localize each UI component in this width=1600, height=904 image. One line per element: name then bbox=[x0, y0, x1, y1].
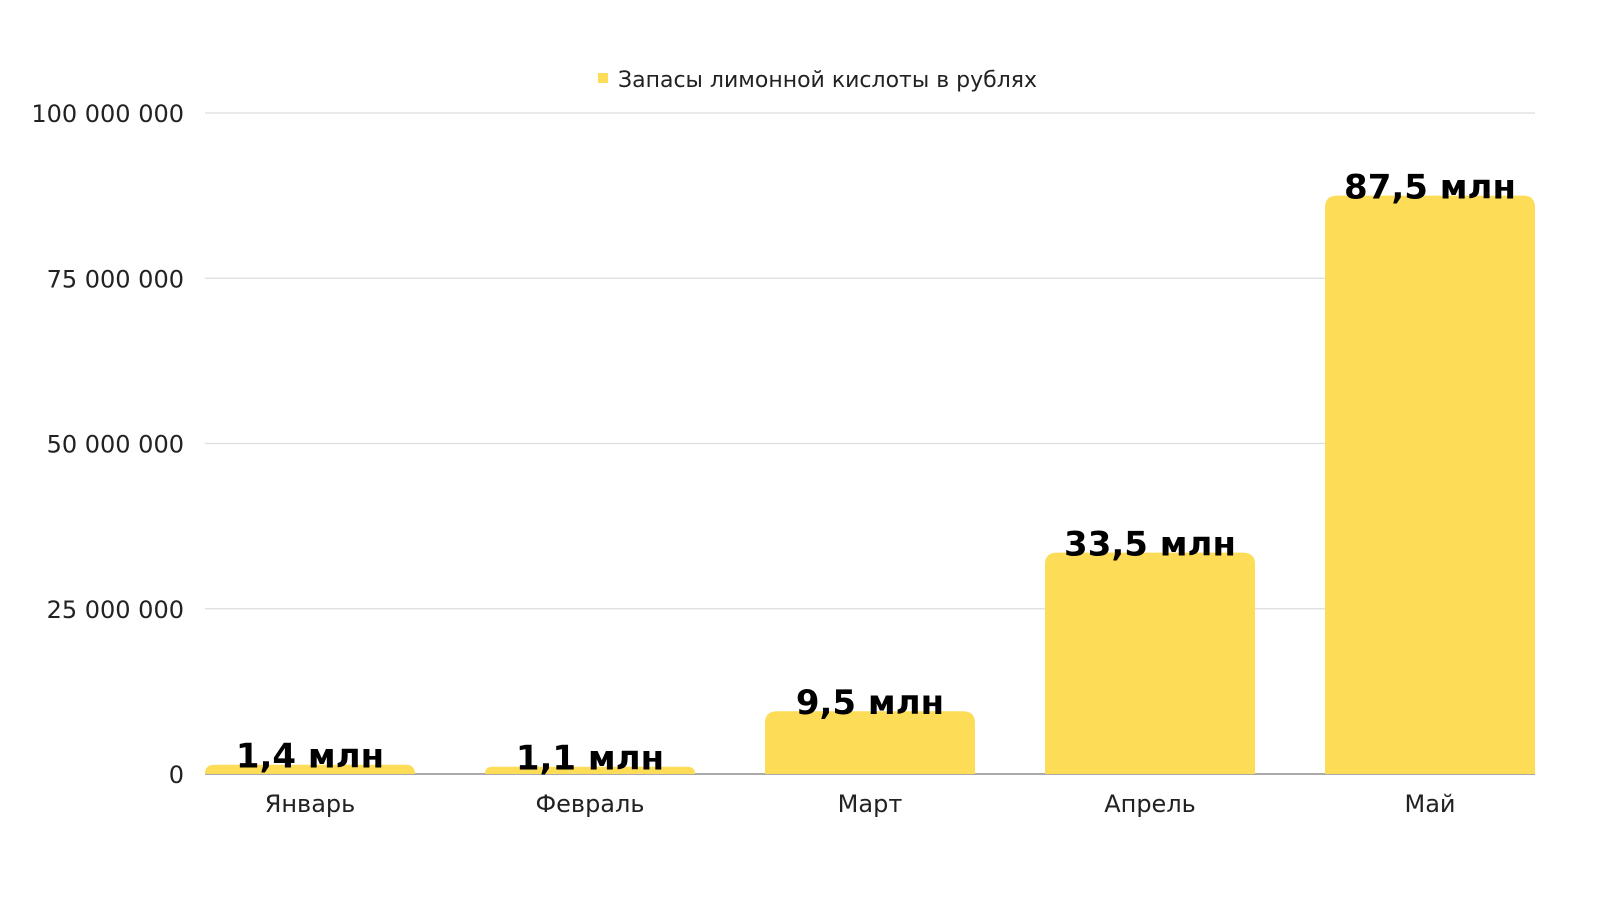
y-tick-label: 25 000 000 bbox=[47, 596, 184, 624]
y-tick-label: 50 000 000 bbox=[47, 431, 184, 459]
bar bbox=[485, 766, 695, 774]
bar bbox=[205, 764, 415, 774]
y-tick-label: 100 000 000 bbox=[31, 100, 184, 128]
data-label: 1,1 млн bbox=[516, 739, 664, 779]
x-tick-label: Май bbox=[1404, 790, 1455, 818]
legend-swatch bbox=[598, 73, 608, 83]
legend-label: Запасы лимонной кислоты в рублях bbox=[618, 68, 1037, 93]
x-axis-tick-labels: Январь Февраль Март Апрель Май bbox=[265, 790, 1456, 818]
data-label: 9,5 млн bbox=[796, 683, 944, 723]
x-tick-label: Январь bbox=[265, 790, 356, 818]
data-label: 87,5 млн bbox=[1344, 168, 1516, 208]
y-axis-tick-labels: 0 25 000 000 50 000 000 75 000 000 100 000 0… bbox=[31, 100, 184, 789]
x-tick-label: Март bbox=[838, 790, 903, 818]
y-tick-label: 75 000 000 bbox=[47, 265, 184, 293]
x-tick-label: Апрель bbox=[1104, 790, 1196, 818]
bar bbox=[1325, 195, 1535, 774]
bar bbox=[1045, 552, 1255, 774]
bar bbox=[765, 711, 975, 774]
data-label: 1,4 млн bbox=[236, 737, 384, 777]
legend: Запасы лимонной кислоты в рублях bbox=[598, 68, 1037, 93]
bars: 1,4 млн 1,1 млн 9,5 млн 33,5 млн 87,5 млн bbox=[205, 168, 1535, 779]
data-label: 33,5 млн bbox=[1064, 525, 1236, 565]
y-tick-label: 0 bbox=[169, 761, 184, 789]
x-tick-label: Февраль bbox=[536, 790, 645, 818]
